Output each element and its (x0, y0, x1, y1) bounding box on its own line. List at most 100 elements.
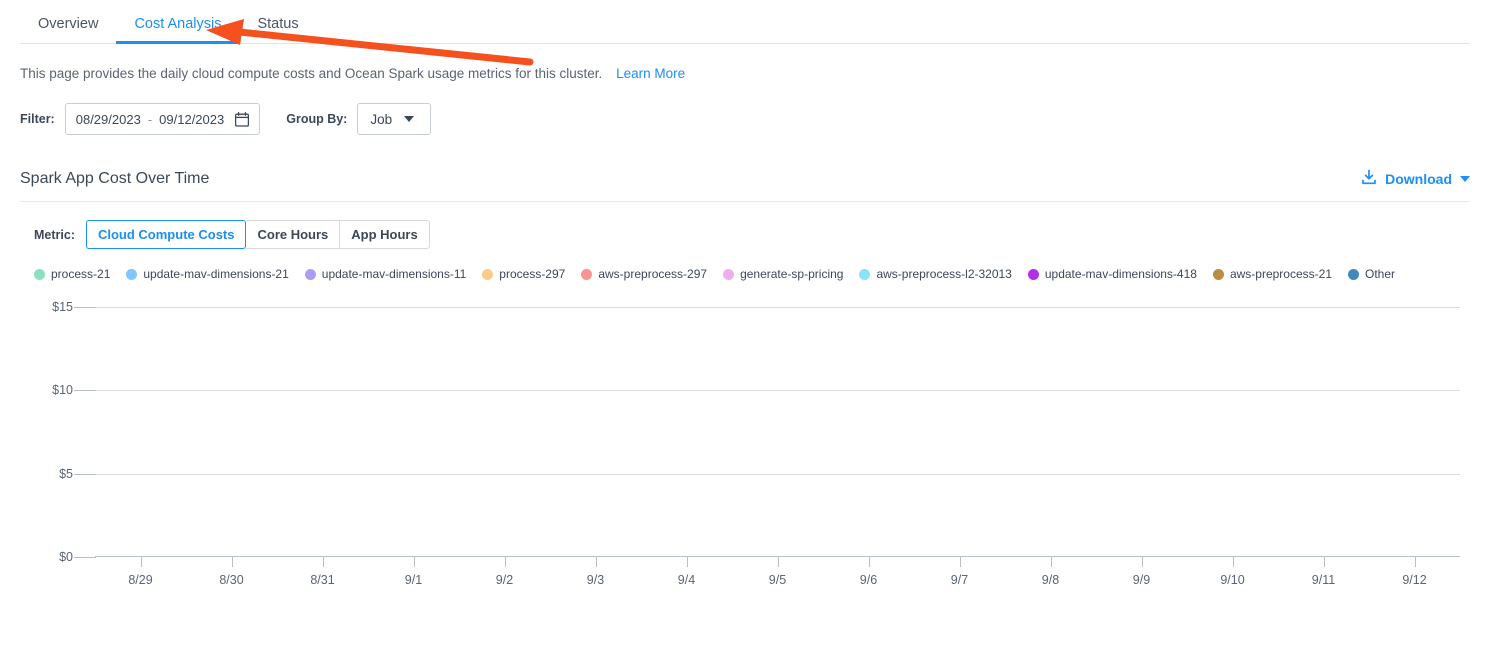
bar-slot: 9/4 (641, 307, 732, 587)
learn-more-link[interactable]: Learn More (616, 66, 686, 81)
bar-slot: 9/6 (823, 307, 914, 587)
y-axis-tick-mark (74, 557, 96, 558)
legend-label: aws-preprocess-l2-32013 (876, 267, 1012, 281)
x-axis-line (95, 556, 1460, 557)
bar-slot: 9/5 (732, 307, 823, 587)
legend-color-swatch (859, 268, 871, 280)
x-axis-tick-mark (413, 557, 415, 567)
group-by-select[interactable]: Job (357, 103, 432, 135)
x-axis-tick-label: 9/10 (1220, 573, 1245, 587)
legend-color-swatch (723, 268, 735, 280)
group-by-label: Group By: (286, 112, 348, 126)
grid-line (95, 390, 1460, 392)
x-axis-tick-mark (1141, 557, 1143, 567)
download-label: Download (1385, 171, 1452, 187)
x-axis-tick-label: 8/31 (310, 573, 335, 587)
legend-color-swatch (1348, 268, 1359, 280)
download-icon (1361, 169, 1377, 189)
x-axis-tick-mark (777, 557, 779, 567)
metric-button-cloud-compute-costs[interactable]: Cloud Compute Costs (85, 220, 247, 249)
chart-plot-area: 8/29 8/30 8/31 9/1 9/2 9/3 9/4 9/5 9/6 9/7 9/8 9/9 9… (52, 300, 1460, 587)
metric-button-app-hours[interactable]: App Hours (340, 220, 430, 249)
metric-label: Metric: (34, 227, 75, 242)
grid-line (95, 307, 1460, 308)
x-axis-tick-label: 9/1 (404, 573, 423, 587)
x-axis-tick-mark (868, 557, 870, 567)
legend-color-swatch (1027, 268, 1039, 280)
legend-color-swatch (482, 268, 494, 280)
legend-item[interactable]: aws-preprocess-297 (581, 267, 707, 281)
bar-slot: 9/9 (1096, 307, 1187, 587)
x-axis-tick-label: 9/12 (1402, 573, 1427, 587)
x-axis-tick-label: 9/6 (859, 573, 878, 587)
legend-item[interactable]: generate-sp-pricing (723, 267, 843, 281)
download-button[interactable]: Download (1361, 169, 1470, 189)
legend-item[interactable]: update-mav-dimensions-21 (126, 267, 289, 281)
legend-label: update-mav-dimensions-21 (143, 267, 289, 281)
bar-slot: 9/10 (1187, 307, 1278, 587)
page-title: Spark App Cost Over Time (20, 170, 210, 187)
bar-slot: 9/3 (550, 307, 641, 587)
legend-label: process-21 (51, 267, 111, 281)
legend-item[interactable]: aws-preprocess-21 (1212, 267, 1332, 281)
x-axis-tick-label: 9/9 (1132, 573, 1151, 587)
legend-color-swatch (1212, 268, 1224, 280)
x-axis-tick-label: 9/8 (1041, 573, 1060, 587)
legend-label: update-mav-dimensions-11 (321, 267, 467, 281)
filter-label: Filter: (20, 112, 55, 126)
legend-item[interactable]: aws-preprocess-l2-32013 (859, 267, 1012, 281)
date-range-end: 09/12/2023 (159, 111, 225, 127)
legend-label: Other (1365, 267, 1396, 281)
legend-color-swatch (581, 268, 593, 280)
download-chevron-down-icon (1460, 176, 1470, 182)
page-description-text: This page provides the daily cloud compu… (20, 66, 603, 81)
tab-overview[interactable]: Overview (38, 15, 99, 32)
calendar-icon (235, 111, 250, 127)
y-axis-tick-label: $0 (59, 550, 73, 564)
legend-item[interactable]: update-mav-dimensions-418 (1027, 267, 1197, 281)
tab-status[interactable]: Status (257, 15, 299, 32)
legend-item[interactable]: Other (1348, 267, 1395, 281)
legend-item[interactable]: update-mav-dimensions-11 (304, 267, 467, 281)
bar-slot: 8/31 (277, 307, 368, 587)
legend-color-swatch (126, 268, 138, 280)
card-header: Spark App Cost Over Time Download (20, 169, 1470, 202)
chart-container: 8/29 8/30 8/31 9/1 9/2 9/3 9/4 9/5 9/6 9/7 9/8 9/9 9… (20, 299, 1470, 589)
legend-label: aws-preprocess-21 (1229, 267, 1332, 281)
grid-line (95, 473, 1460, 475)
legend-item[interactable]: process-297 (482, 267, 565, 281)
x-axis-tick-mark (959, 557, 961, 567)
legend-color-swatch (304, 268, 316, 280)
y-axis-tick-label: $10 (52, 383, 73, 398)
x-axis-tick-mark (1050, 557, 1052, 567)
bar-slot: 8/29 (95, 307, 186, 587)
y-axis-tick-mark (74, 390, 96, 392)
x-axis-tick-mark (686, 557, 688, 567)
legend-label: update-mav-dimensions-418 (1044, 267, 1197, 281)
x-axis-tick-mark (1414, 557, 1416, 567)
y-axis-tick-label: $5 (59, 466, 73, 481)
x-axis-tick-label: 9/4 (677, 573, 696, 587)
x-axis-tick-mark (231, 557, 233, 567)
date-range-start: 08/29/2023 (75, 111, 141, 127)
bar-group: 8/29 8/30 8/31 9/1 9/2 9/3 9/4 9/5 9/6 9/7 9/8 9/9 9… (95, 307, 1460, 587)
date-range-input[interactable]: 08/29/2023 - 09/12/2023 (64, 103, 261, 135)
x-axis-tick-label: 8/30 (219, 573, 244, 587)
y-axis-tick-mark (74, 473, 96, 475)
x-axis-tick-mark (595, 557, 597, 567)
legend-label: generate-sp-pricing (740, 267, 844, 281)
legend-item[interactable]: process-21 (34, 267, 110, 281)
bar-slot: 9/2 (459, 307, 550, 587)
x-axis-tick-mark (322, 557, 324, 567)
filter-row: Filter: 08/29/2023 - 09/12/2023 Group By… (20, 103, 1490, 135)
tab-cost-analysis[interactable]: Cost Analysis (116, 16, 240, 44)
metric-button-group: Cloud Compute Costs Core Hours App Hours (85, 220, 430, 249)
x-axis-tick-mark (1232, 557, 1234, 567)
x-axis-tick-label: 8/29 (128, 573, 153, 587)
x-axis-tick-mark (140, 557, 142, 567)
group-by-value: Job (370, 111, 393, 127)
metric-button-core-hours[interactable]: Core Hours (246, 220, 341, 249)
legend-color-swatch (34, 268, 45, 280)
x-axis-tick-label: 9/3 (586, 573, 605, 587)
bar-slot: 9/12 (1369, 307, 1460, 587)
